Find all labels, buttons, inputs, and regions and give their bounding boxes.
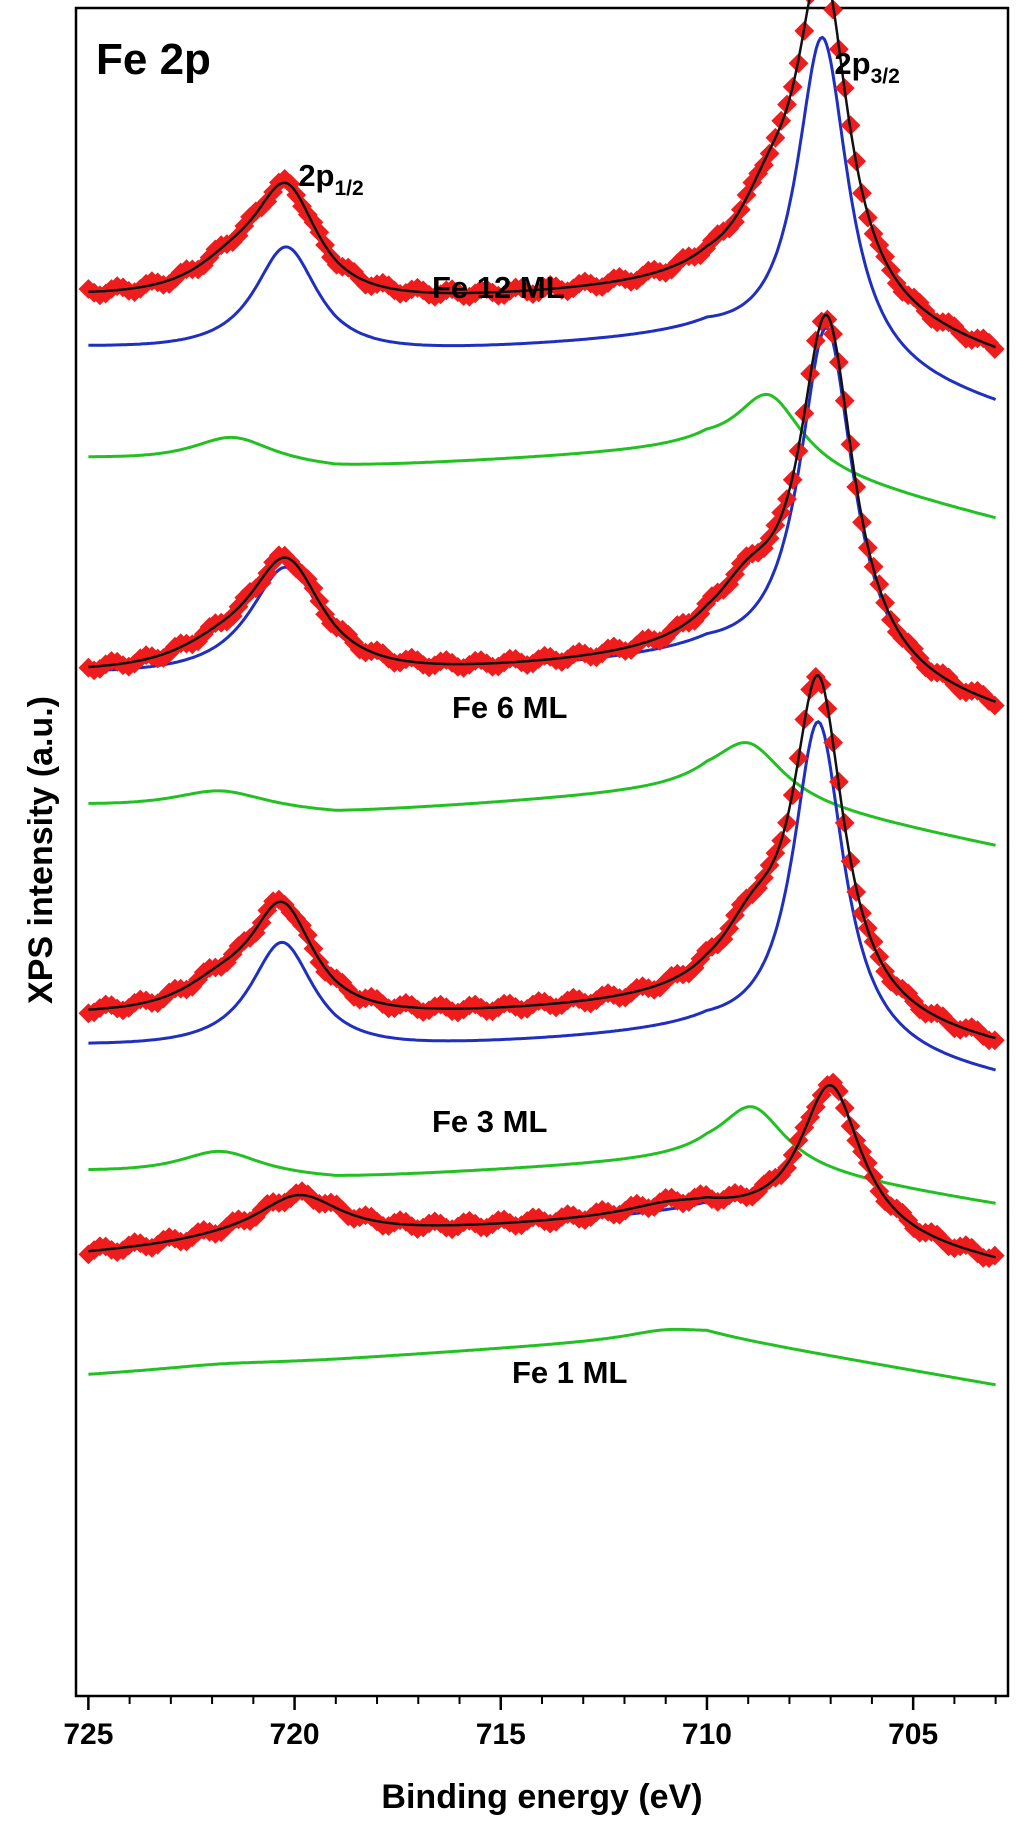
spectrum-1 bbox=[78, 309, 1005, 847]
data-marker bbox=[863, 931, 884, 952]
data-marker bbox=[984, 1245, 1005, 1266]
peak-label: 2p3/2 bbox=[834, 46, 899, 88]
data-marker bbox=[840, 1116, 861, 1136]
spectrum-2 bbox=[78, 667, 1005, 1205]
peak-labels: 2p1/2 2p3/2 bbox=[298, 46, 899, 200]
spectrum-3 bbox=[78, 1072, 1005, 1387]
envelope-fit-line bbox=[88, 673, 996, 1040]
series-label: Fe 3 ML bbox=[432, 1104, 547, 1139]
series-label: Fe 6 ML bbox=[452, 690, 567, 725]
x-tick-label: 725 bbox=[63, 1718, 113, 1751]
spectra-curves bbox=[78, 0, 1005, 1387]
envelope-fit-line bbox=[88, 0, 997, 349]
plot-frame bbox=[74, 6, 1010, 1698]
series-label: Fe 12 ML bbox=[432, 270, 565, 305]
satellite-component-line bbox=[88, 1105, 996, 1205]
x-axis-title: Binding energy (eV) bbox=[381, 1778, 702, 1816]
x-tick-label: 705 bbox=[888, 1718, 938, 1751]
envelope-fit-line bbox=[88, 1084, 996, 1259]
x-tick-label: 710 bbox=[682, 1718, 732, 1751]
main-component-line bbox=[88, 35, 997, 401]
x-tick-label: 720 bbox=[270, 1718, 320, 1751]
satellite-component-line bbox=[88, 392, 996, 520]
spectrum-0 bbox=[78, 0, 1005, 520]
satellite-component-line bbox=[88, 1327, 996, 1387]
y-axis-title: XPS intensity (a.u.) bbox=[22, 696, 60, 1004]
satellite-component-line bbox=[88, 741, 996, 847]
x-tick-label: 715 bbox=[476, 1718, 526, 1751]
series-label: Fe 1 ML bbox=[512, 1355, 627, 1390]
chart-title: Fe 2p bbox=[96, 35, 211, 84]
x-axis-ticks: 725 720 715 710 705 bbox=[63, 1696, 997, 1751]
envelope-fit-line bbox=[88, 313, 997, 703]
peak-label: 2p1/2 bbox=[298, 158, 363, 200]
series-labels: Fe 12 ML Fe 6 ML Fe 3 ML Fe 1 ML bbox=[432, 270, 627, 1390]
